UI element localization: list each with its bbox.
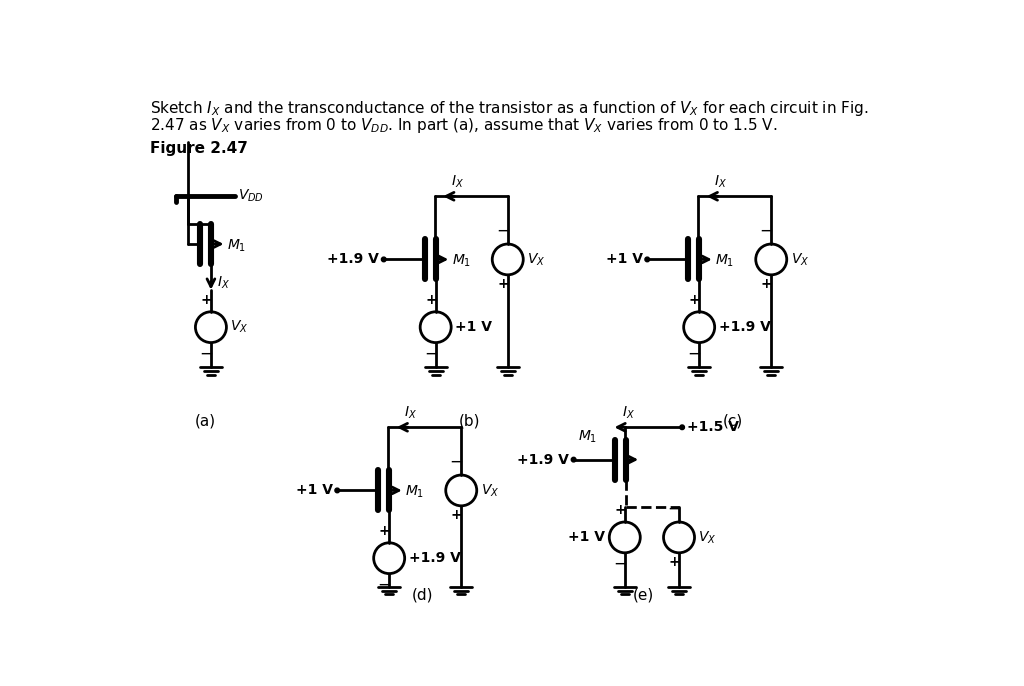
Text: $V_X$: $V_X$ [527, 251, 546, 268]
Text: +1 V: +1 V [605, 252, 643, 266]
Text: $M_1$: $M_1$ [578, 428, 597, 445]
Text: (a): (a) [195, 414, 216, 429]
Text: −: − [497, 222, 510, 239]
Text: Sketch $I_X$ and the transconductance of the transistor as a function of $V_X$ f: Sketch $I_X$ and the transconductance of… [150, 99, 868, 118]
Text: $M_1$: $M_1$ [452, 252, 471, 269]
Text: +1.9 V: +1.9 V [409, 551, 461, 565]
Text: (b): (b) [459, 414, 480, 429]
Text: 2.47 as $V_X$ varies from 0 to $V_{DD}$. In part (a), assume that $V_X$ varies f: 2.47 as $V_X$ varies from 0 to $V_{DD}$.… [150, 116, 777, 135]
Text: $M_1$: $M_1$ [227, 237, 247, 254]
Text: +1.9 V: +1.9 V [517, 453, 569, 466]
Text: −: − [668, 499, 681, 517]
Text: −: − [450, 452, 464, 471]
Text: +1.5 V: +1.5 V [687, 421, 738, 434]
Text: +: + [498, 277, 509, 291]
Text: (e): (e) [633, 588, 654, 603]
Text: +1 V: +1 V [568, 530, 605, 545]
Text: $V_X$: $V_X$ [230, 319, 249, 335]
Text: +: + [614, 504, 626, 517]
Text: +: + [669, 555, 680, 569]
Text: +1.9 V: +1.9 V [328, 252, 379, 266]
Text: +: + [201, 293, 212, 307]
Text: +1 V: +1 V [296, 484, 333, 497]
Text: +1 V: +1 V [455, 320, 493, 334]
Circle shape [335, 488, 340, 493]
Text: −: − [687, 345, 701, 363]
Text: $I_X$: $I_X$ [623, 405, 635, 421]
Text: $V_X$: $V_X$ [480, 482, 499, 499]
Text: −: − [613, 555, 627, 573]
Text: −: − [200, 345, 213, 363]
Text: −: − [378, 576, 391, 594]
Text: $V_X$: $V_X$ [791, 251, 809, 268]
Text: +: + [451, 508, 463, 522]
Text: +: + [425, 293, 437, 307]
Text: −: − [424, 345, 438, 363]
Circle shape [680, 425, 684, 429]
Text: $I_X$: $I_X$ [451, 174, 464, 190]
Text: $V_{DD}$: $V_{DD}$ [238, 188, 264, 204]
Text: (d): (d) [412, 588, 433, 603]
Text: $I_X$: $I_X$ [217, 274, 230, 291]
Text: $V_X$: $V_X$ [698, 529, 717, 545]
Text: +: + [379, 524, 390, 538]
Text: +1.9 V: +1.9 V [719, 320, 770, 334]
Text: $M_1$: $M_1$ [406, 484, 425, 500]
Text: +: + [689, 293, 700, 307]
Text: +: + [761, 277, 772, 291]
Text: (c): (c) [722, 414, 742, 429]
Circle shape [645, 257, 649, 262]
Text: $I_X$: $I_X$ [404, 405, 418, 421]
Text: Figure 2.47: Figure 2.47 [150, 141, 248, 156]
Circle shape [571, 458, 575, 462]
Text: $M_1$: $M_1$ [716, 252, 734, 269]
Circle shape [381, 257, 386, 262]
Text: −: − [760, 222, 773, 239]
Text: $I_X$: $I_X$ [715, 174, 727, 190]
